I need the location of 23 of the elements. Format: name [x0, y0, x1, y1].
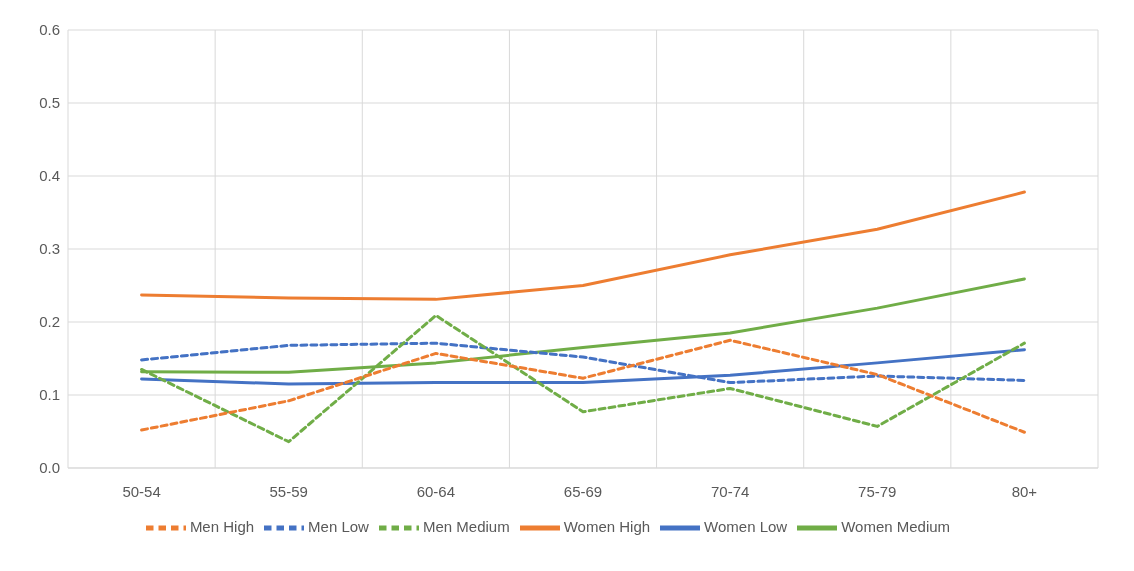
line-series [140, 190, 1026, 301]
x-tick-label: 55-59 [269, 482, 308, 500]
x-tick-label: 50-54 [122, 482, 161, 500]
legend-label: Men Medium [422, 517, 510, 535]
x-tick-label: 80+ [1011, 482, 1038, 500]
legend-label: Men High [189, 517, 255, 535]
legend-label: Women High [563, 517, 651, 535]
x-tick-label: 60-64 [416, 482, 456, 500]
legend-label: Men Low [308, 517, 369, 535]
line-series [140, 338, 1026, 434]
y-tick-label: 0.6 [39, 21, 60, 39]
y-tick-label: 0.0 [39, 459, 60, 477]
y-tick-label: 0.3 [39, 240, 60, 258]
x-tick-label: 70-74 [710, 482, 750, 500]
y-tick-label: 0.2 [39, 313, 60, 331]
line-series [140, 341, 1026, 385]
y-tick-label: 0.5 [39, 94, 60, 112]
y-tick-label: 0.4 [39, 167, 60, 185]
legend-label: Women Medium [841, 517, 951, 535]
x-tick-label: 65-69 [563, 482, 603, 500]
legend-label: Women Low [704, 517, 788, 535]
x-tick-label: 75-79 [858, 482, 897, 500]
y-tick-label: 0.1 [39, 386, 60, 404]
